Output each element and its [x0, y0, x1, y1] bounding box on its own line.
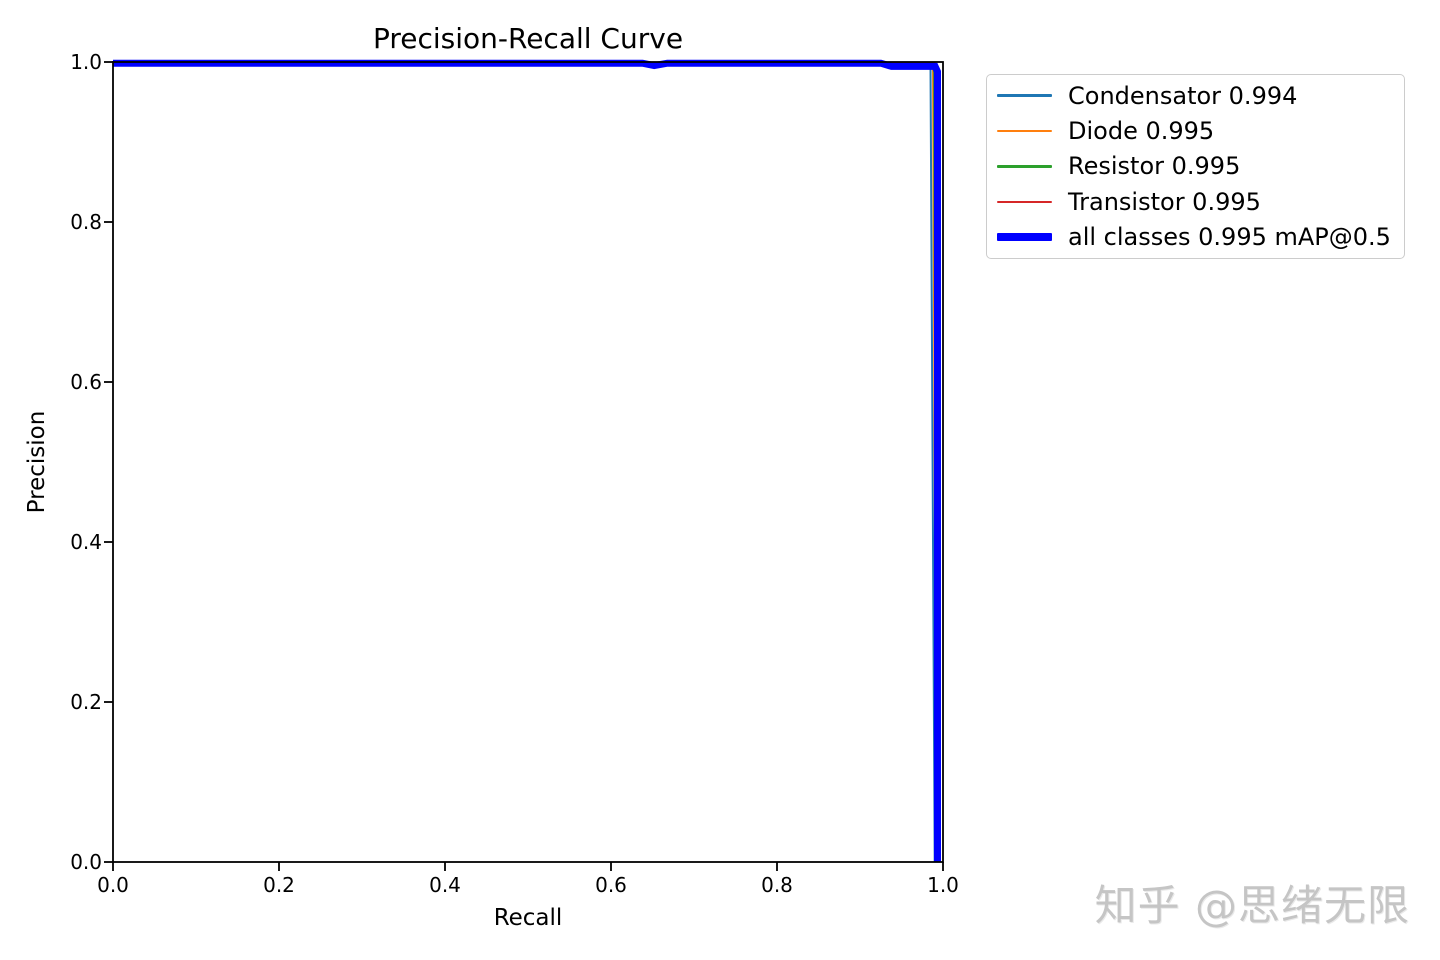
x-tick-label: 1.0	[927, 873, 959, 897]
x-tick-label: 0.8	[761, 873, 793, 897]
legend-line-sample	[997, 165, 1052, 168]
y-tick-label: 0.6	[70, 370, 102, 394]
y-tick-label: 0.8	[70, 210, 102, 234]
y-tick-label: 0.4	[70, 530, 102, 554]
axes-frame	[112, 61, 944, 863]
x-tick-label: 0.6	[595, 873, 627, 897]
watermark: 知乎 @思绪无限	[1094, 881, 1410, 930]
legend-item-all-classes: all classes 0.995 mAP@0.5	[987, 220, 1404, 255]
legend-rows: Condensator 0.994 Diode 0.995 Resistor 0.9…	[987, 78, 1404, 255]
legend-label: Condensator 0.994	[1068, 81, 1298, 110]
legend-line-sample	[997, 233, 1052, 242]
x-tick-label: 0.0	[97, 873, 129, 897]
series-line-diode	[112, 61, 938, 863]
legend-label: Resistor 0.995	[1068, 152, 1241, 181]
chart-title: Precision-Recall Curve	[372, 22, 684, 55]
legend-line-sample	[997, 94, 1052, 97]
legend-item-resistor: Resistor 0.995	[987, 149, 1404, 184]
y-tick-label: 1.0	[70, 50, 102, 74]
legend: Condensator 0.994 Diode 0.995 Resistor 0.9…	[986, 74, 1405, 259]
series-line-condensator	[112, 61, 936, 863]
legend-label: all classes 0.995 mAP@0.5	[1068, 223, 1391, 252]
series-line-transistor	[112, 61, 939, 863]
legend-item-transistor: Transistor 0.995	[987, 184, 1404, 219]
legend-label: Diode 0.995	[1068, 117, 1215, 146]
x-axis-label: Recall	[493, 905, 563, 931]
legend-item-diode: Diode 0.995	[987, 113, 1404, 148]
legend-line-sample	[997, 129, 1052, 133]
legend-label: Transistor 0.995	[1068, 187, 1261, 216]
series-line-all-classes	[113, 59, 941, 862]
y-tick-label: 0.2	[70, 690, 102, 714]
y-tick-label: 0.0	[70, 850, 102, 874]
series-line-resistor	[112, 61, 939, 863]
legend-line-sample	[997, 200, 1052, 204]
x-tick-label: 0.2	[263, 873, 295, 897]
legend-item-condensator: Condensator 0.994	[987, 78, 1404, 113]
x-tick-label: 0.4	[429, 873, 461, 897]
